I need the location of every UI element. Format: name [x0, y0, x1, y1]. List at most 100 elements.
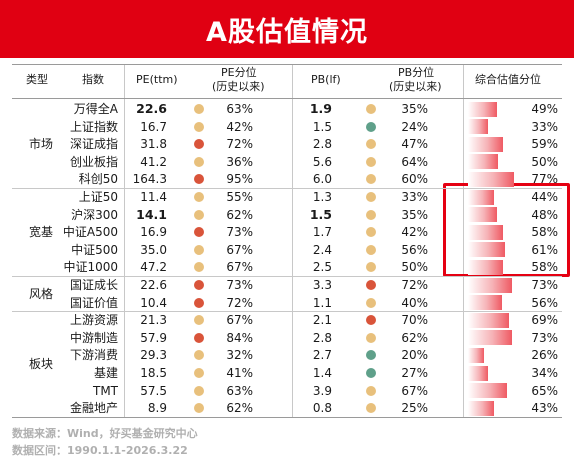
composite-bar: [468, 259, 503, 275]
pe-level-dot: [194, 139, 204, 150]
pe-level-dot: [194, 262, 204, 273]
composite-percentile: 77%: [531, 172, 558, 187]
pe-level-dot: [194, 192, 204, 202]
composite-bar: [468, 224, 503, 240]
page-title: A股估值情况: [206, 16, 368, 48]
pb-level-dot: [366, 297, 376, 308]
rule-top: [12, 64, 562, 65]
pb-percentile: 35%: [401, 102, 428, 116]
composite-bar: [468, 171, 514, 187]
index-name: 上证50: [78, 190, 118, 204]
pe-value: 14.1: [136, 206, 167, 222]
pe-percentile: 72%: [226, 137, 253, 152]
pe-value: 164.3: [132, 172, 167, 187]
index-name: 创业板指: [69, 154, 118, 169]
pe-value: 31.8: [140, 137, 167, 152]
pe-value: 35.0: [140, 242, 167, 257]
pe-percentile: 67%: [226, 260, 253, 275]
pe-value: 11.4: [140, 190, 167, 204]
pe-value: 29.3: [140, 348, 167, 363]
pb-value: 2.8: [312, 330, 332, 345]
pb-level-dot: [366, 227, 376, 238]
composite-percentile: 58%: [531, 225, 558, 240]
pe-value: 57.5: [140, 383, 167, 398]
pe-level-dot: [194, 332, 204, 343]
pb-level-dot: [366, 403, 376, 414]
composite-bar: [468, 347, 484, 363]
pe-level-dot: [194, 297, 204, 308]
divider-pe: [124, 64, 125, 417]
pb-percentile: 72%: [401, 278, 428, 292]
pe-value: 10.4: [140, 295, 167, 310]
pb-percentile: 50%: [401, 260, 428, 275]
index-name: 深证成指: [69, 137, 118, 152]
composite-percentile: 56%: [531, 295, 558, 310]
pe-value: 57.9: [140, 330, 167, 345]
index-name: 上证指数: [69, 119, 118, 134]
composite-percentile: 44%: [531, 190, 558, 204]
index-name: 中证1000: [63, 260, 118, 275]
header-type: 类型: [26, 73, 48, 86]
pb-percentile: 60%: [401, 172, 428, 187]
header-composite: 综合估值分位: [475, 73, 541, 86]
pb-value: 0.8: [312, 401, 332, 416]
pe-percentile: 73%: [226, 278, 253, 292]
group-label: 风格: [29, 286, 54, 301]
index-name: 科创50: [78, 172, 118, 187]
pe-level-dot: [194, 209, 204, 220]
pb-value: 1.9: [309, 101, 332, 116]
pb-level-dot: [366, 104, 376, 114]
pb-level-dot: [366, 350, 376, 361]
composite-bar: [468, 400, 494, 416]
pb-percentile: 40%: [401, 295, 428, 310]
composite-percentile: 69%: [531, 313, 558, 328]
group-rule: [12, 311, 562, 312]
footer-source: 数据来源：Wind，好买基金研究中心: [12, 427, 198, 440]
composite-percentile: 50%: [531, 154, 558, 169]
pb-percentile: 24%: [401, 119, 428, 134]
group-rule: [12, 188, 562, 189]
composite-percentile: 58%: [531, 260, 558, 275]
pb-level-dot: [366, 262, 376, 273]
composite-bar: [468, 383, 507, 399]
pe-value: 41.2: [140, 154, 167, 169]
pe-level-dot: [194, 156, 204, 167]
group-rule: [12, 417, 562, 418]
pe-value: 8.9: [147, 401, 167, 416]
pe-value: 47.2: [140, 260, 167, 275]
index-name: 基建: [93, 366, 118, 380]
pb-percentile: 64%: [401, 154, 428, 169]
index-name: 中证A500: [62, 225, 118, 240]
pe-value: 21.3: [140, 313, 167, 328]
index-name: 金融地产: [69, 401, 118, 416]
divider-pb: [292, 64, 293, 417]
composite-percentile: 61%: [531, 242, 558, 257]
composite-percentile: 48%: [531, 207, 558, 222]
pe-level-dot: [194, 385, 204, 396]
pb-percentile: 20%: [401, 348, 428, 363]
pb-value: 2.4: [312, 242, 332, 257]
pe-percentile: 67%: [226, 313, 253, 328]
pb-value: 2.7: [312, 348, 332, 363]
composite-percentile: 43%: [531, 401, 558, 416]
rule-header-bottom: [12, 98, 562, 99]
composite-bar: [468, 295, 502, 311]
pe-value: 16.9: [140, 225, 167, 240]
title-banner: A股估值情况: [0, 0, 574, 58]
pe-percentile: 32%: [226, 348, 253, 363]
composite-percentile: 26%: [531, 348, 558, 363]
pb-value: 2.1: [312, 313, 332, 328]
index-name: TMT: [92, 383, 118, 398]
pb-percentile: 70%: [401, 313, 428, 328]
pe-percentile: 55%: [226, 190, 253, 204]
composite-bar: [468, 154, 498, 170]
pb-value: 1.4: [312, 366, 332, 380]
pe-level-dot: [194, 174, 204, 185]
pb-level-dot: [366, 174, 376, 185]
pb-level-dot: [366, 385, 376, 396]
pe-percentile: 95%: [226, 172, 253, 187]
composite-percentile: 59%: [531, 137, 558, 152]
index-name: 国证成长: [69, 278, 118, 292]
pe-percentile: 72%: [226, 295, 253, 310]
composite-percentile: 34%: [531, 366, 558, 380]
